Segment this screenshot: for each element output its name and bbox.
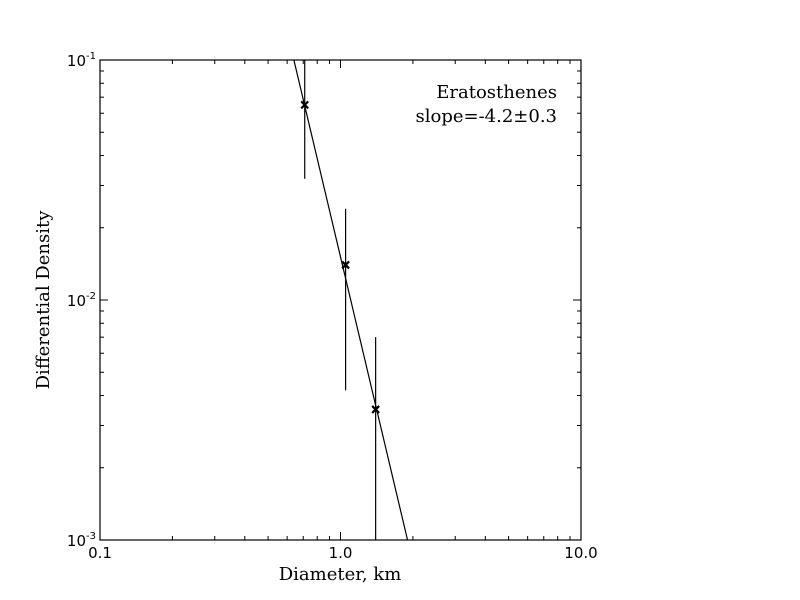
y-tick-label: 10-1 <box>67 51 96 70</box>
y-tick-base: 10 <box>67 292 86 310</box>
y-tick-exponent: -3 <box>86 531 96 542</box>
annotation-title: Eratosthenes <box>436 82 557 103</box>
axis-ticks: 0.1 1.0 10.010-310-210-1 <box>67 51 598 562</box>
data-point-2-stroke-b <box>341 260 350 270</box>
y-axis-title: Differential Density <box>33 210 54 390</box>
y-tick-exponent: -1 <box>86 51 96 62</box>
x-tick-label: 10.0 <box>564 544 597 562</box>
y-tick-label: 10-2 <box>67 291 96 310</box>
data-point-2 <box>341 260 350 270</box>
data-point-1 <box>300 100 310 110</box>
y-tick-base: 10 <box>67 532 86 550</box>
plot-area <box>99 59 582 541</box>
x-axis-title: Diameter, km <box>279 564 402 585</box>
x-tick-label: 1.0 <box>329 544 353 562</box>
data-point-1-stroke-b <box>300 100 310 110</box>
fit-line <box>293 60 409 540</box>
data-point-3-stroke-b <box>371 405 380 414</box>
annotation-slope: slope=-4.2±0.3 <box>415 106 557 127</box>
y-tick-label: 10-3 <box>67 531 96 550</box>
x-tick-label: 0.1 <box>88 544 112 562</box>
y-tick-base: 10 <box>67 52 86 70</box>
y-tick-exponent: -2 <box>86 291 96 302</box>
data-point-3 <box>371 405 380 414</box>
axes-frame <box>99 59 582 541</box>
plot-content <box>293 60 409 540</box>
